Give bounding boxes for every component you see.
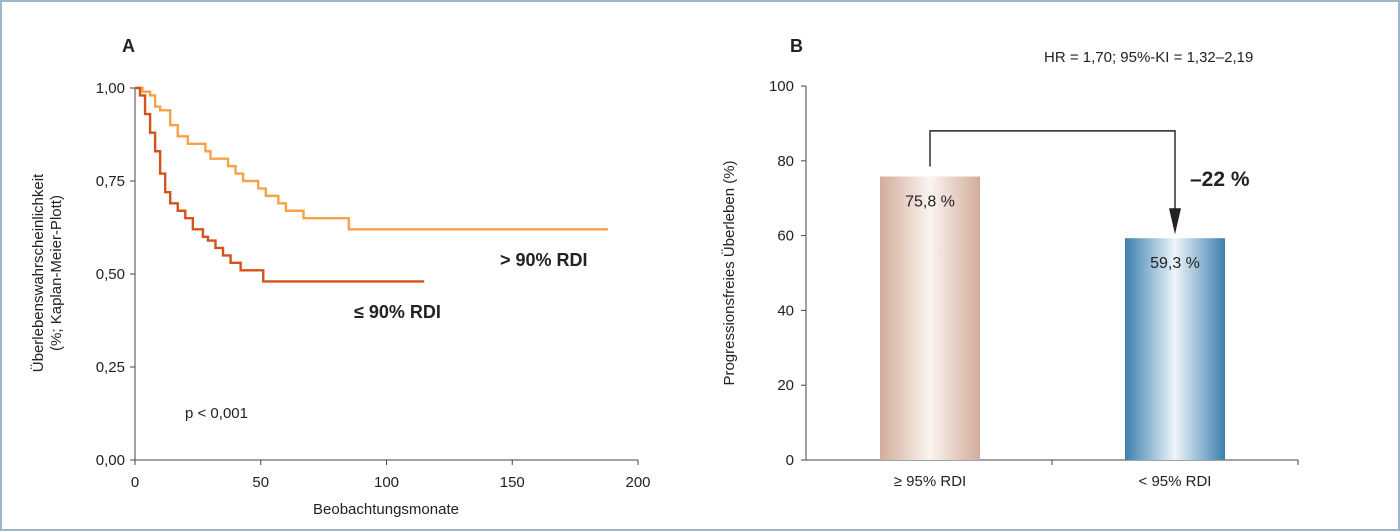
panel-b-y-axis-title: Progressionsfreies Überleben (%) bbox=[720, 160, 738, 385]
hazard-ratio-text: HR = 1,70; 95%-KI = 1,32–2,19 bbox=[1044, 49, 1253, 66]
difference-arrowhead bbox=[1169, 208, 1181, 235]
panel-a-y-tick-label: 0,25 bbox=[96, 359, 125, 376]
panel-a-x-tick-label: 150 bbox=[500, 474, 525, 491]
panel-b-y-tick-label: 60 bbox=[777, 228, 794, 245]
bar-high-rdi bbox=[880, 176, 980, 460]
panel-a-y-axis-title-line2: (%; Kaplan-Meier-Plott) bbox=[48, 195, 65, 351]
panel-b-y-tick-label: 80 bbox=[777, 153, 794, 170]
km-curve-high-rdi bbox=[135, 86, 608, 231]
panel-b-y-tick-label: 20 bbox=[777, 377, 794, 394]
bar-value-label: 59,3 % bbox=[1150, 255, 1200, 272]
panel-label-b: B bbox=[790, 36, 803, 56]
bar-value-label: 75,8 % bbox=[905, 194, 955, 211]
difference-connector-arrow bbox=[929, 130, 1176, 213]
panel-b-category-label: ≥ 95% RDI bbox=[894, 473, 966, 490]
difference-label: –22 % bbox=[1190, 168, 1250, 191]
panel-label-a: A bbox=[122, 36, 135, 56]
panel-a-y-tick-label: 1,00 bbox=[96, 80, 125, 97]
bar-low-rdi bbox=[1125, 238, 1225, 460]
panel-b-y-tick-label: 0 bbox=[786, 452, 794, 469]
panel-b-y-tick-label: 100 bbox=[769, 78, 794, 95]
panel-a-x-axis-title: Beobachtungsmonate bbox=[313, 501, 459, 518]
km-curve-low-rdi bbox=[135, 86, 425, 283]
panel-a-x-tick-label: 100 bbox=[374, 474, 399, 491]
panel-a-x-tick-label: 50 bbox=[252, 474, 269, 491]
panel-a-x-tick-label: 200 bbox=[625, 474, 650, 491]
series-label-low-rdi: ≤ 90% RDI bbox=[354, 302, 441, 322]
panel-b-category-label: < 95% RDI bbox=[1139, 473, 1212, 490]
panel-b-bar-chart: B HR = 1,70; 95%-KI = 1,32–2,19 0 20 40 60 8… bbox=[720, 36, 1299, 490]
panel-a-y-tick-label: 0,75 bbox=[96, 173, 125, 190]
panel-a-kaplan-meier: A 0 50 100 150 200 0,00 0,25 0,50 0,75 1,00 Beoba… bbox=[29, 36, 651, 518]
panel-a-y-axis-title-line1: Überlebenswahrscheinlichkeit bbox=[29, 173, 47, 372]
series-label-high-rdi: > 90% RDI bbox=[500, 250, 588, 270]
panel-a-y-tick-label: 0,50 bbox=[96, 266, 125, 283]
panel-a-p-value: p < 0,001 bbox=[185, 405, 248, 422]
panel-a-x-tick-label: 0 bbox=[131, 474, 139, 491]
panel-b-y-tick-label: 40 bbox=[777, 302, 794, 319]
panel-a-y-tick-label: 0,00 bbox=[96, 452, 125, 469]
